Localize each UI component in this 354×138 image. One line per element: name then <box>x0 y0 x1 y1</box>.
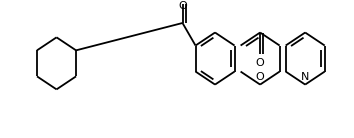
Text: O: O <box>256 58 264 68</box>
Text: O: O <box>178 1 187 11</box>
Text: N: N <box>301 72 309 82</box>
Text: O: O <box>256 72 264 82</box>
